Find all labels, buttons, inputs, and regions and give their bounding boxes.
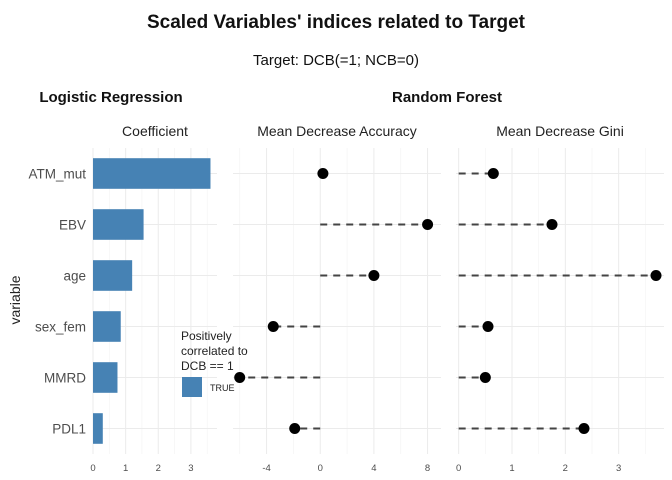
x-tick-label-mean-decrease-accuracy: 0 — [318, 463, 323, 474]
point-pdl1 — [578, 423, 590, 434]
x-tick-label-mean-decrease-gini: 3 — [616, 463, 621, 474]
legend-title-line-2: correlated to — [181, 344, 248, 358]
bar-sex-fem — [93, 311, 121, 342]
y-tick-label-sex-fem: sex_fem — [35, 320, 86, 335]
bar-pdl1 — [93, 413, 103, 444]
panels: ATM_mut EBV age sex_fem MMRD PDL1 Coefficient 0… — [28, 123, 664, 474]
y-tick-label-ebv: EBV — [59, 218, 86, 233]
legend: Positively correlated to DCB == 1 TRUE — [181, 329, 248, 397]
x-tick-label-mean-decrease-accuracy: -4 — [262, 463, 270, 474]
panel-mean-decrease-accuracy: Mean Decrease Accuracy -4 0 4 8 — [233, 123, 441, 474]
facet-title-coefficient: Coefficient — [122, 123, 188, 139]
x-tick-label-coefficient: 3 — [188, 463, 193, 474]
point-mmrd — [479, 372, 491, 383]
y-tick-label-pdl1: PDL1 — [52, 422, 86, 437]
panel-coefficient: Coefficient 0 1 2 3 — [90, 123, 217, 474]
bar-mmrd — [93, 362, 118, 393]
x-tick-label-mean-decrease-accuracy: 8 — [425, 463, 430, 474]
point-age — [368, 270, 380, 281]
legend-entry-label: TRUE — [210, 383, 235, 393]
y-tick-label-atm-mut: ATM_mut — [28, 167, 86, 182]
bar-atm-mut — [93, 158, 211, 189]
section-title-random-forest: Random Forest — [392, 89, 502, 106]
point-age — [650, 270, 662, 281]
legend-title-line-3: DCB == 1 — [181, 359, 234, 373]
x-tick-label-mean-decrease-gini: 2 — [563, 463, 568, 474]
x-tick-label-mean-decrease-accuracy: 4 — [371, 463, 376, 474]
point-atm-mut — [317, 168, 329, 179]
panel-mean-decrease-gini: Mean Decrease Gini 0 1 2 3 — [456, 123, 664, 474]
chart-title: Scaled Variables' indices related to Tar… — [147, 12, 526, 33]
legend-swatch — [182, 377, 202, 397]
y-tick-label-age: age — [63, 269, 86, 284]
x-tick-label-mean-decrease-gini: 1 — [509, 463, 514, 474]
x-tick-label-mean-decrease-gini: 0 — [456, 463, 461, 474]
point-ebv — [546, 219, 558, 230]
y-tick-label-mmrd: MMRD — [44, 371, 86, 386]
bar-age — [93, 260, 133, 291]
y-axis-title: variable — [7, 275, 23, 324]
point-ebv — [422, 219, 434, 230]
legend-title-line-1: Positively — [181, 329, 232, 343]
point-atm-mut — [487, 168, 499, 179]
section-title-logistic: Logistic Regression — [39, 89, 182, 106]
bar-ebv — [93, 209, 144, 240]
facet-title-mean-decrease-gini: Mean Decrease Gini — [496, 123, 624, 139]
x-tick-label-coefficient: 1 — [123, 463, 128, 474]
x-tick-label-coefficient: 0 — [90, 463, 95, 474]
point-sex-fem — [482, 321, 494, 332]
x-tick-label-coefficient: 2 — [156, 463, 161, 474]
chart-subtitle: Target: DCB(=1; NCB=0) — [253, 52, 419, 69]
point-sex-fem — [267, 321, 279, 332]
facet-title-mean-decrease-accuracy: Mean Decrease Accuracy — [257, 123, 417, 139]
point-pdl1 — [289, 423, 301, 434]
point-mmrd — [234, 372, 246, 383]
